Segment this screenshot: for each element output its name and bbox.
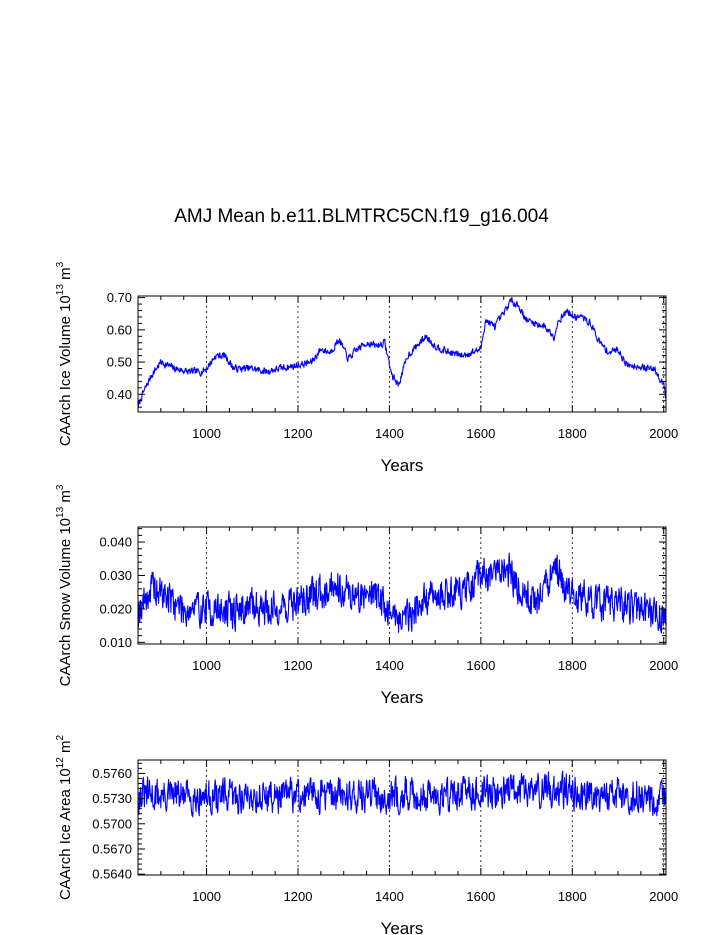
x-tick-label: 1000 <box>192 426 221 441</box>
x-tick-label: 1400 <box>375 889 404 904</box>
y-tick-label: 0.70 <box>107 290 132 305</box>
y-axis-title: CAArch Snow Volume 1013 m3 <box>55 484 74 686</box>
x-tick-label: 1200 <box>284 889 313 904</box>
plot-frame <box>137 759 667 876</box>
x-tick-label: 2000 <box>649 426 678 441</box>
y-axis-title: CAArch Ice Area 1012 m2 <box>55 735 74 901</box>
x-tick-label: 1000 <box>192 889 221 904</box>
y-tick-label: 0.60 <box>107 322 132 337</box>
x-tick-label: 1400 <box>375 426 404 441</box>
series-line <box>137 552 667 634</box>
plot-frame <box>137 526 667 645</box>
y-tick-label: 0.5730 <box>92 791 132 806</box>
y-axis-title: CAArch Ice Volume 1013 m3 <box>55 261 74 446</box>
x-tick-label: 1600 <box>466 889 495 904</box>
series-line <box>137 296 667 409</box>
y-tick-label: 0.5760 <box>92 766 132 781</box>
y-tick-label: 0.5670 <box>92 841 132 856</box>
y-tick-label: 0.5700 <box>92 816 132 831</box>
x-axis-title: Years <box>381 919 424 935</box>
y-tick-label: 0.5640 <box>92 867 132 882</box>
plot-frame <box>137 295 667 413</box>
main-title: AMJ Mean b.e11.BLMTRC5CN.f19_g16.004 <box>174 206 549 227</box>
y-tick-label: 0.040 <box>99 535 132 550</box>
x-tick-label: 1200 <box>284 426 313 441</box>
x-tick-label: 2000 <box>649 889 678 904</box>
x-tick-label: 1600 <box>466 426 495 441</box>
x-tick-label: 2000 <box>649 658 678 673</box>
y-tick-label: 0.020 <box>99 601 132 616</box>
x-tick-label: 1000 <box>192 658 221 673</box>
chart-ice-volume: 1000 1200 1400 1600 1800 2000 0.40 0.50 0.60 0.70… <box>55 261 678 475</box>
y-tick-label: 0.030 <box>99 568 132 583</box>
x-tick-label: 1600 <box>466 658 495 673</box>
x-tick-label: 1200 <box>284 658 313 673</box>
chart-snow-volume: 1000 1200 1400 1600 1800 2000 0.010 0.020 0.030 0… <box>55 484 678 707</box>
x-tick-label: 1800 <box>558 658 587 673</box>
y-tick-label: 0.50 <box>107 355 132 370</box>
series-line <box>137 770 667 818</box>
y-tick-label: 0.010 <box>99 635 132 650</box>
x-tick-label: 1800 <box>558 426 587 441</box>
x-axis-title: Years <box>381 456 424 475</box>
chart-ice-area: 1000 1200 1400 1600 1800 2000 0.5640 0.5670 0.57… <box>55 735 678 935</box>
y-tick-label: 0.40 <box>107 387 132 402</box>
x-tick-label: 1400 <box>375 658 404 673</box>
x-axis-title: Years <box>381 688 424 707</box>
x-tick-label: 1800 <box>558 889 587 904</box>
